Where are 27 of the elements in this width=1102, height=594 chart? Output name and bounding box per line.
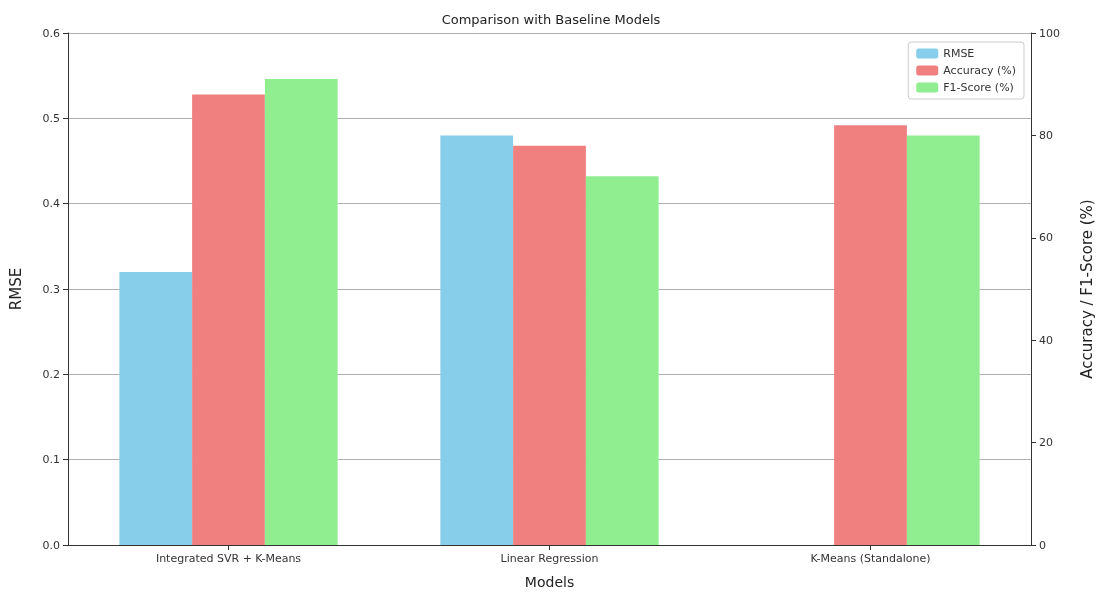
y-tick-label: 0.5 <box>42 111 60 125</box>
bar <box>585 176 659 545</box>
bar <box>264 79 338 545</box>
y2-tick-label: 80 <box>1039 128 1053 142</box>
legend-label: Accuracy (%) <box>943 64 1017 77</box>
y-tick-label: 0.4 <box>42 197 60 211</box>
chart-title: Comparison with Baseline Models <box>441 12 661 27</box>
x-tick-label: Integrated SVR + K-Means <box>155 552 302 565</box>
x-tick-label: K-Means (Standalone) <box>810 552 931 565</box>
y-tick-label: 0.0 <box>42 538 60 552</box>
legend-label: F1-Score (%) <box>943 81 1014 94</box>
y2-tick-label: 0 <box>1039 538 1046 552</box>
y2-tick-label: 60 <box>1039 231 1053 245</box>
bar <box>906 135 980 545</box>
y-tick-label: 0.2 <box>42 367 60 381</box>
x-axis-title: Models <box>524 574 575 590</box>
legend-label: RMSE <box>943 47 975 60</box>
y2-tick-label: 100 <box>1039 26 1060 40</box>
y2-tick-label: 40 <box>1039 333 1053 347</box>
y-tick-label: 0.1 <box>42 453 60 467</box>
x-tick-label: Linear Regression <box>500 552 599 565</box>
y2-tick-label: 20 <box>1039 436 1053 450</box>
bar <box>834 125 907 545</box>
y-tick-label: 0.3 <box>42 282 60 296</box>
y-tick-label: 0.6 <box>42 26 60 40</box>
y2-axis-title: Accuracy / F1-Score (%) <box>1077 199 1096 379</box>
y-axis-title: RMSE <box>6 267 25 311</box>
